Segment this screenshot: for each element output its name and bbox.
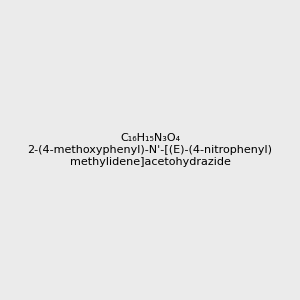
Text: C₁₆H₁₅N₃O₄
2-(4-methoxyphenyl)-N'-[(E)-(4-nitrophenyl)
methylidene]acetohydrazid: C₁₆H₁₅N₃O₄ 2-(4-methoxyphenyl)-N'-[(E)-(… (28, 134, 272, 166)
